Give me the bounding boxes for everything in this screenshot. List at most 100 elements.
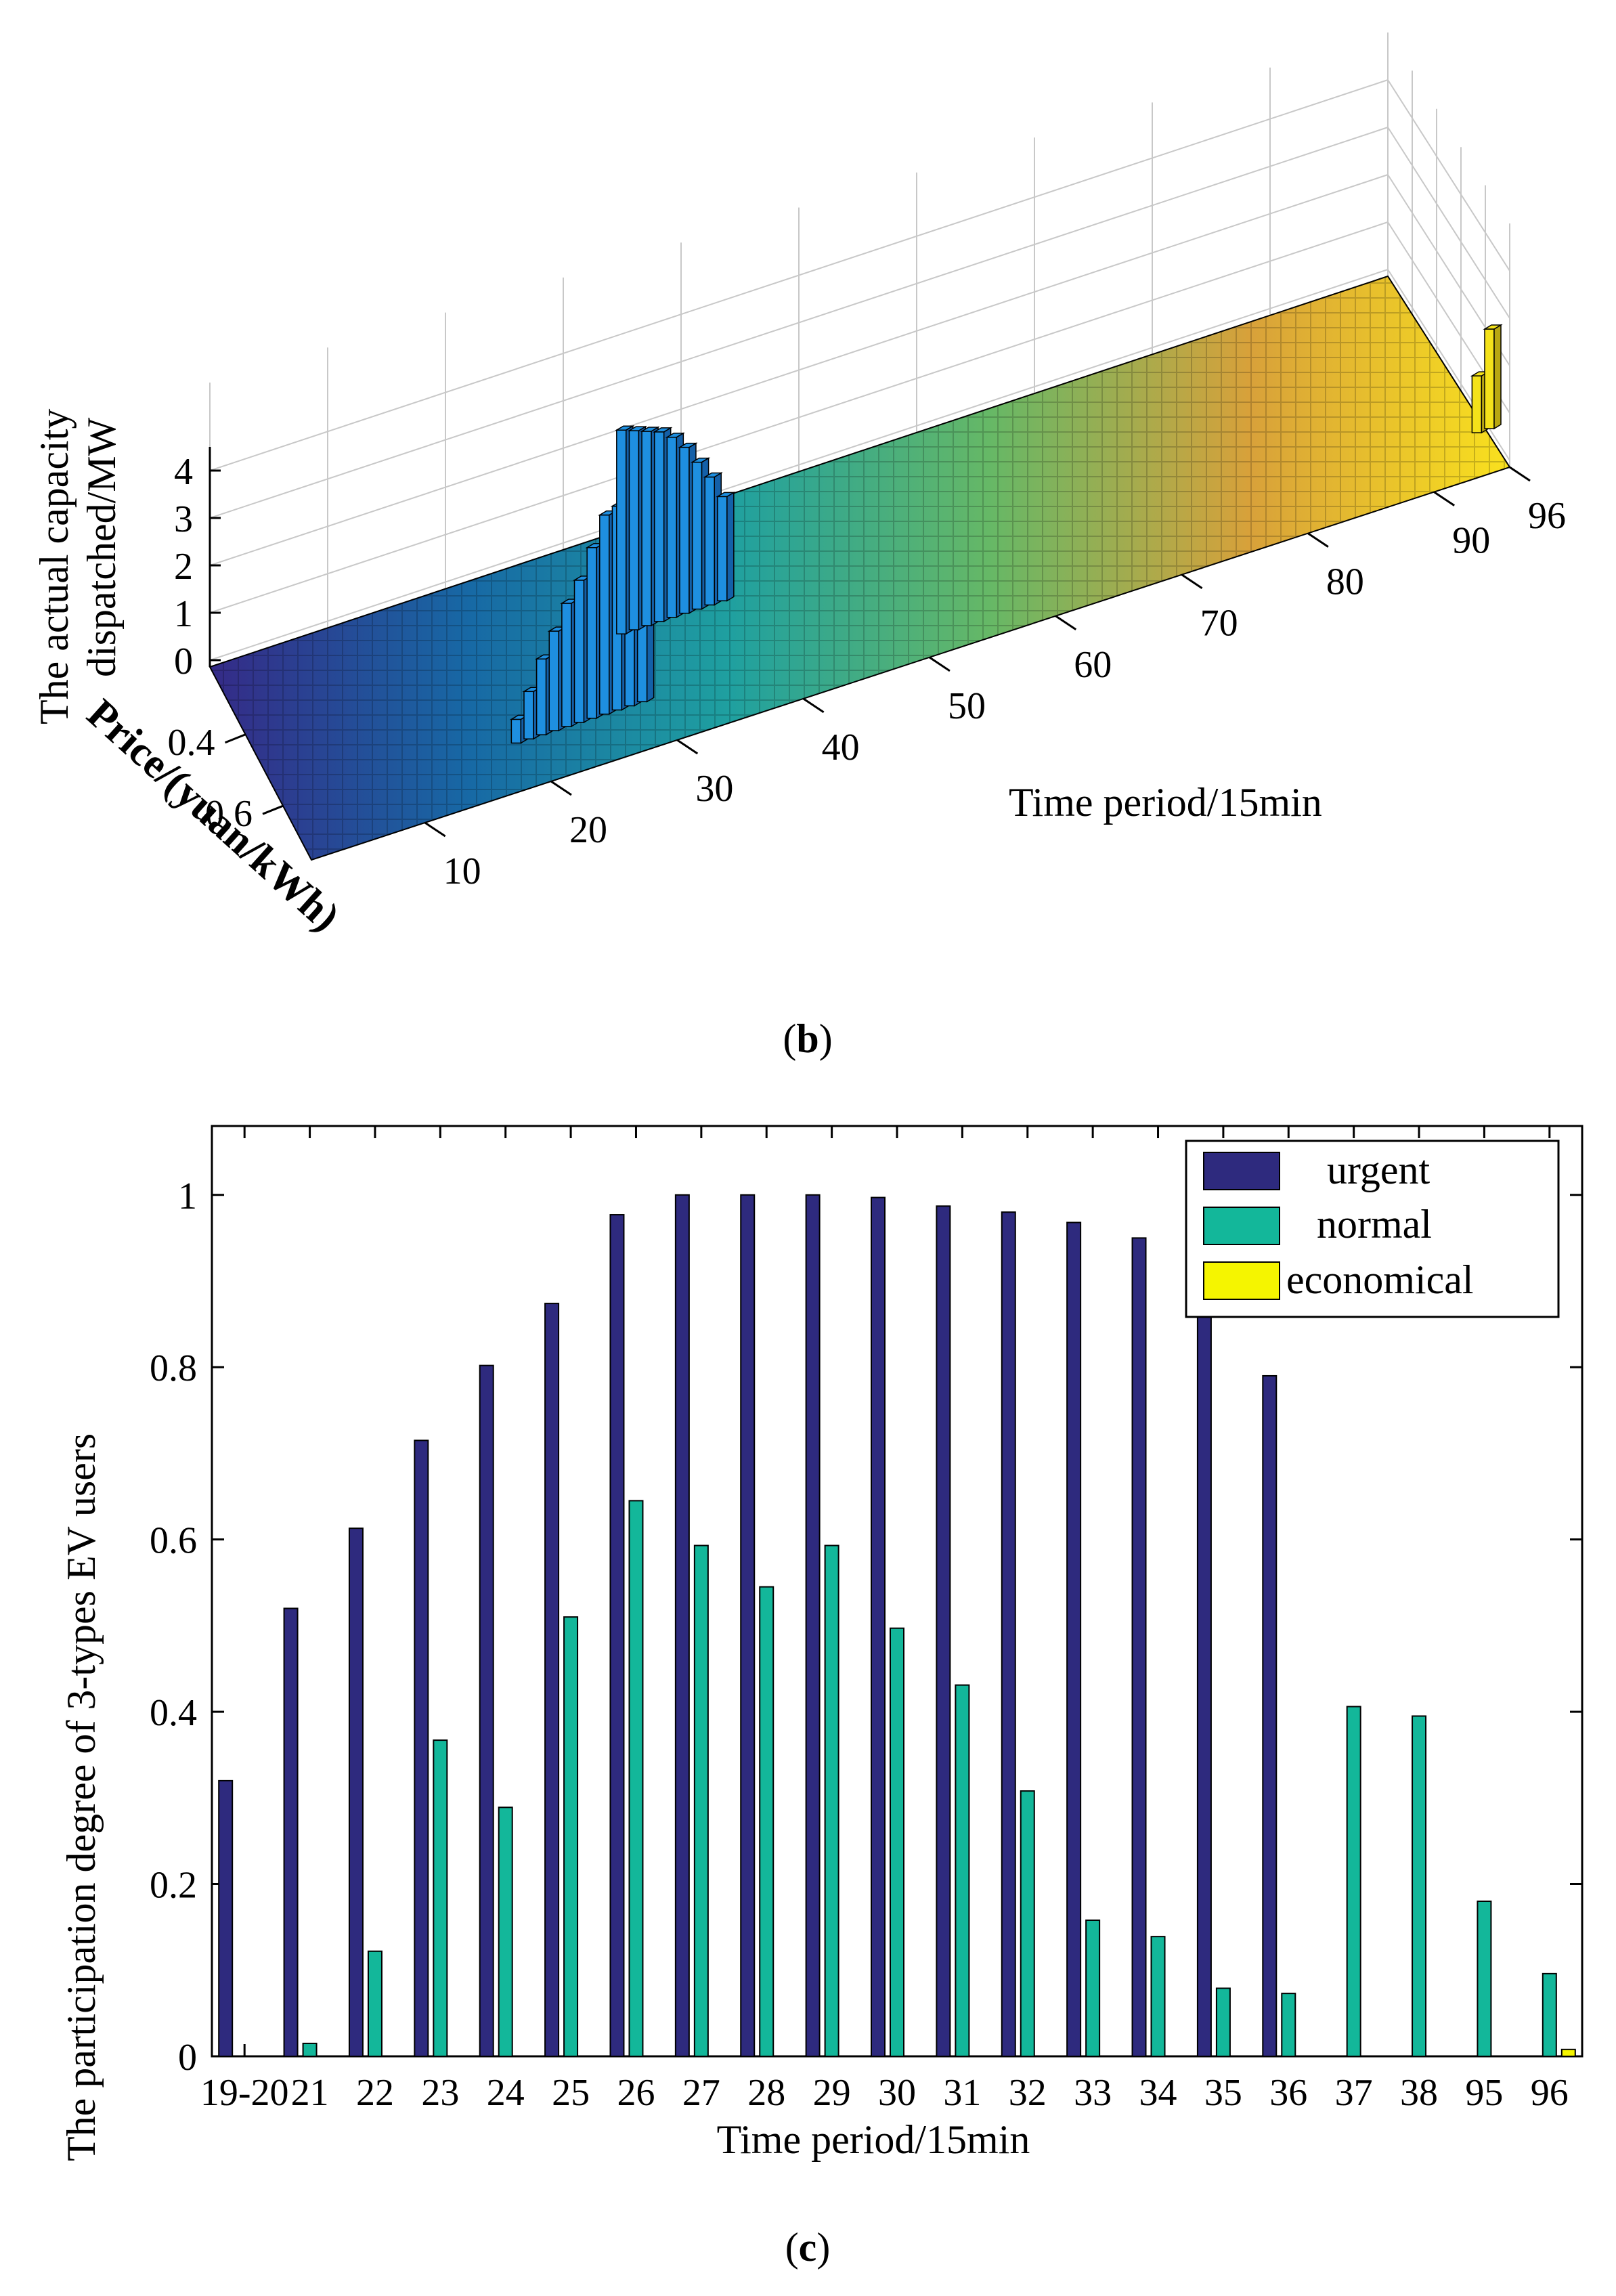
bar-face [679,446,690,614]
bar-face [586,547,597,719]
bar-urgent [936,1205,951,2058]
surface [209,275,1511,861]
xlabel-c: Time period/15min [717,2117,1030,2162]
y-tick-label: 0.6 [150,1520,197,1562]
bar-normal [759,1586,774,2057]
bar-face [561,603,572,727]
x-tick-label: 19-20 [200,2072,289,2114]
x-tick-label: 28 [747,2072,785,2114]
legend-label-economical: economical [1286,1257,1474,1302]
bar-face [653,431,665,622]
grid-line [209,269,1389,661]
bar-normal [498,1806,513,2057]
bar3d [1483,324,1503,430]
bar-top [627,426,648,431]
x-tick-label: 33 [1074,2072,1112,2114]
x-tick-label: 40 [822,727,860,768]
bar-face [616,429,627,634]
zlabel-line1: The actual capacity [32,409,77,724]
x-tick-label: 21 [291,2072,329,2114]
x-tick-label: 32 [1009,2072,1047,2114]
z-tick-label: 4 [174,451,193,493]
bar-top [653,427,673,433]
bar-normal [1542,1972,1557,2058]
ticks-group: 0 1 2 3 4 10 20 30 40 50 60 70 80 90 96 0.4 0.6 [168,447,1566,892]
x-tick-label: 50 [948,685,986,727]
x-tick-label: 20 [569,809,607,851]
y-tick-mark [262,804,284,815]
x-tick-label: 34 [1139,2072,1177,2114]
bars [218,1194,1576,2058]
x-tick-label: 27 [682,2072,720,2114]
grid-line [209,127,1389,519]
x-tick-label: 26 [617,2072,655,2114]
x-tick-label: 30 [695,768,733,810]
bar-face [1484,328,1495,429]
bar-urgent [609,1214,625,2057]
bar-urgent [1131,1237,1147,2057]
bar-normal [1412,1715,1427,2057]
bar-face [536,658,547,735]
bar-face [691,461,703,610]
bar-normal [824,1544,839,2057]
x-tick-mark [1307,532,1329,548]
bar-face [510,718,522,744]
bar-top [615,425,635,431]
x-tick-label: 35 [1204,2072,1242,2114]
legend-swatch-normal [1203,1207,1280,1245]
legend-label-urgent: urgent [1327,1148,1431,1192]
legend-swatch-urgent [1203,1152,1280,1190]
x-tick-mark [1433,491,1456,506]
bar-urgent [544,1303,560,2058]
bar-normal [1150,1936,1166,2058]
y-tick-label: 1 [178,1175,197,1217]
bar-normal [628,1500,644,2057]
x-tick-mark [1055,615,1077,631]
figure-b: 0 1 2 3 4 10 20 30 40 50 60 70 80 90 96 0.4 0.6 The actu… [0,0,1616,1061]
caption-b-letter: b [796,1016,819,1061]
bar-normal [890,1627,904,2057]
bar-normal [1020,1790,1035,2057]
bar-face [628,430,640,630]
bar-normal [1477,1901,1492,2057]
y-tick-label: 0.4 [168,722,215,764]
y-tick-label: 0.2 [150,1865,197,1907]
x-tick-label: 96 [1528,495,1566,537]
x-tick-label: 96 [1531,2072,1569,2114]
x-tick-mark [424,821,446,838]
grid-line [209,174,1389,566]
bar-urgent [1001,1211,1016,2058]
x-tick-mark [1509,466,1531,482]
grid-line [209,79,1389,471]
bar-urgent [740,1194,756,2057]
x-tick-label: 36 [1269,2072,1307,2114]
y-tick-label: 0.8 [150,1347,197,1389]
z-tick-label: 3 [174,498,193,540]
z-tick-label: 1 [174,593,193,635]
bar-normal [1281,1993,1296,2058]
bar-normal [1346,1706,1361,2057]
y-tick-mark [224,733,246,744]
x-tick-mark [550,780,572,796]
x-tick-label: 30 [878,2072,916,2114]
bar-face [523,691,534,740]
legend: urgent normal economical [1185,1140,1560,1318]
chart-bar: 0 0.2 0.4 0.6 0.8 1 19-20 21 22 23 24 25 26 27 28 29 30… [59,1125,1584,2162]
x-tick-mark [676,739,699,755]
bar-normal [367,1950,383,2058]
bar-normal [1215,1987,1231,2057]
bar-urgent [805,1194,821,2057]
grid-line [1387,79,1510,272]
bars-group [509,324,1503,744]
z-tick-label: 0 [174,641,193,683]
x-tick-label: 23 [421,2072,459,2114]
bar-urgent [1196,1278,1212,2057]
caption-c-letter: c [798,2225,817,2270]
x-tick-label: 38 [1400,2072,1438,2114]
bar-top [678,442,698,448]
y-tick-label: 0.6 [205,793,253,835]
x-tick-label: 80 [1326,561,1364,603]
bar-normal [433,1739,448,2057]
bar-urgent [871,1196,886,2057]
legend-label-normal: normal [1317,1202,1432,1247]
